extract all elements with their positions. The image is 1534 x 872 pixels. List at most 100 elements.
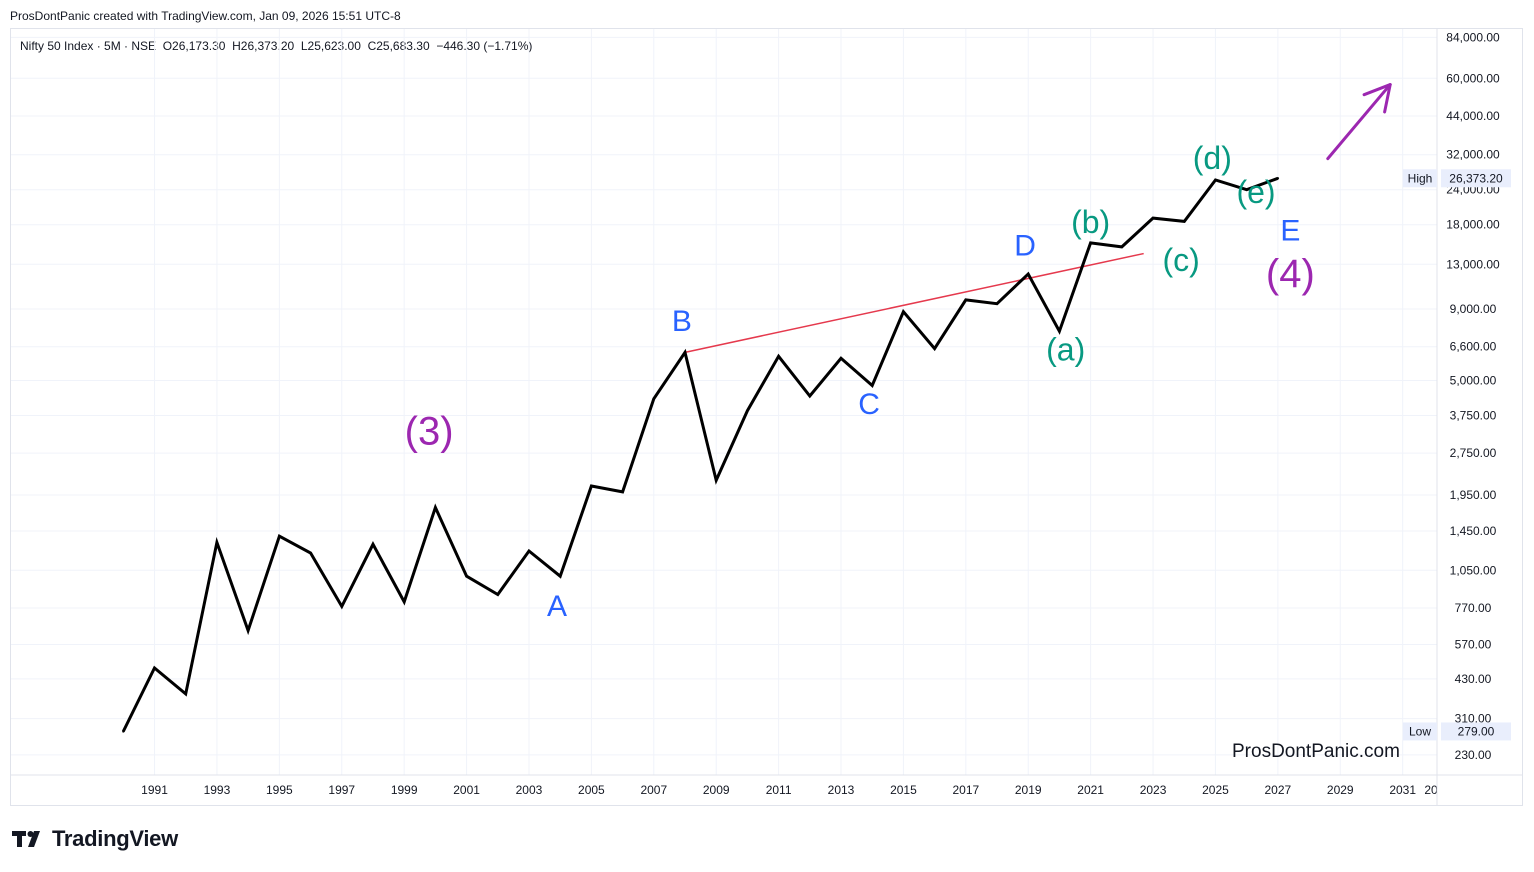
data-point <box>871 384 874 387</box>
y-tick-label: 430.00 <box>1455 672 1492 686</box>
tradingview-logo-text: TradingView <box>52 826 178 851</box>
series-layer <box>121 176 1280 733</box>
low-marker-label: Low <box>1409 724 1431 738</box>
y-tick-label: 570.00 <box>1455 638 1492 652</box>
tradingview-logo[interactable]: TradingView <box>12 826 178 852</box>
y-tick-label: 3,750.00 <box>1450 408 1497 422</box>
data-point <box>683 351 687 354</box>
y-tick-label: 1,950.00 <box>1450 488 1497 502</box>
projection-arrow <box>1326 83 1392 161</box>
high-marker-value-bg <box>1441 169 1511 188</box>
x-tick-label: 2013 <box>828 783 855 797</box>
data-point <box>1151 216 1155 220</box>
axes: 84,000.0060,000.0044,000.0032,000.0024,0… <box>11 29 1522 806</box>
data-point <box>995 302 999 305</box>
legend-low: L25,623.00 <box>300 39 361 53</box>
data-point <box>1276 177 1280 180</box>
x-tick-label: 1999 <box>391 783 418 797</box>
y-tick-label: 1,450.00 <box>1450 524 1497 538</box>
data-point <box>184 692 187 696</box>
data-point <box>590 484 593 488</box>
legend-open: O26,173.30 <box>162 39 226 53</box>
y-tick-label: 770.00 <box>1455 601 1492 615</box>
low-marker-value-bg <box>1441 722 1511 741</box>
data-point <box>902 310 905 313</box>
data-point <box>1027 272 1030 276</box>
chart-credit: ProsDontPanic created with TradingView.c… <box>10 9 401 23</box>
x-tick-label: 2027 <box>1265 783 1292 797</box>
data-point <box>122 730 125 733</box>
x-tick-label: 2007 <box>640 783 667 797</box>
wave-label: B <box>672 305 692 338</box>
data-point <box>496 593 499 596</box>
x-tick-label: 2021 <box>1077 783 1104 797</box>
wave-label: (d) <box>1193 140 1232 176</box>
wave-label: A <box>547 590 567 623</box>
data-point <box>652 397 655 401</box>
data-point <box>1120 245 1124 249</box>
x-tick-label: 2031 <box>1389 783 1416 797</box>
price-line <box>121 176 1279 733</box>
wave-label: C <box>858 388 880 421</box>
wave-label: (c) <box>1162 242 1199 278</box>
arrow-head <box>1362 83 1392 114</box>
data-point <box>153 666 156 670</box>
data-point <box>278 534 281 538</box>
x-tick-label: 2003 <box>516 783 543 797</box>
data-point <box>371 543 375 546</box>
legend-symbol[interactable]: Nifty 50 Index · 5M · NSE <box>20 39 157 53</box>
x-tick-label: 1995 <box>266 783 293 797</box>
y-tick-label: 9,000.00 <box>1450 302 1497 316</box>
y-tick-label: 84,000.00 <box>1446 30 1500 44</box>
data-point <box>746 409 749 412</box>
y-tick-label: 32,000.00 <box>1446 148 1500 162</box>
data-point <box>1089 241 1092 245</box>
data-point <box>1183 220 1186 223</box>
data-point <box>714 479 718 482</box>
watermark: ProsDontPanic.com <box>1232 741 1400 762</box>
data-point <box>933 347 936 350</box>
low-marker-label-bg <box>1403 722 1437 741</box>
y-tick-label: 44,000.00 <box>1446 109 1500 123</box>
data-point <box>402 600 406 604</box>
data-point <box>215 541 219 544</box>
data-point <box>1058 329 1061 333</box>
wave-label: (b) <box>1071 204 1110 240</box>
x-tick-label: 2011 <box>766 783 792 797</box>
data-point <box>777 355 780 358</box>
trendline <box>684 252 1144 354</box>
data-point <box>621 490 624 494</box>
x-tick-label: 1991 <box>141 783 168 797</box>
wave-label: (a) <box>1046 331 1085 367</box>
x-tick-label: 20 <box>1424 783 1438 797</box>
legend-close: C25,683.30 <box>367 39 430 53</box>
data-point <box>309 551 312 555</box>
data-point <box>527 549 531 553</box>
legend-change: −446.30 (−1.71%) <box>436 39 533 53</box>
y-tick-label: 6,600.00 <box>1450 340 1497 354</box>
x-tick-label: 1993 <box>204 783 231 797</box>
y-tick-label: 5,000.00 <box>1450 373 1497 387</box>
data-point <box>246 629 250 632</box>
legend-high: H26,373.20 <box>232 39 295 53</box>
chart-frame <box>10 28 1523 806</box>
x-tick-label: 2001 <box>453 783 480 797</box>
data-point <box>1214 178 1217 182</box>
x-tick-label: 2023 <box>1140 783 1167 797</box>
grid <box>11 29 1437 775</box>
x-tick-label: 2025 <box>1202 783 1229 797</box>
y-tick-label: 1,050.00 <box>1450 563 1497 577</box>
symbol-legend: Nifty 50 Index · 5M · NSE O26,173.30 H26… <box>20 39 532 53</box>
data-point <box>340 605 343 608</box>
y-tick-label: 18,000.00 <box>1446 218 1500 232</box>
wave-label: D <box>1014 229 1036 262</box>
annotations: (3) A B C D E (4) (a) (b) (c) (d)(e) <box>405 83 1392 623</box>
y-tick-label: 13,000.00 <box>1446 257 1500 271</box>
y-tick-label: 230.00 <box>1455 748 1492 762</box>
x-tick-label: 1997 <box>328 783 355 797</box>
high-marker-label: High <box>1408 171 1433 185</box>
high-marker-value: 26,373.20 <box>1449 171 1503 185</box>
x-tick-label: 2019 <box>1015 783 1042 797</box>
y-tick-label: 310.00 <box>1455 712 1492 726</box>
